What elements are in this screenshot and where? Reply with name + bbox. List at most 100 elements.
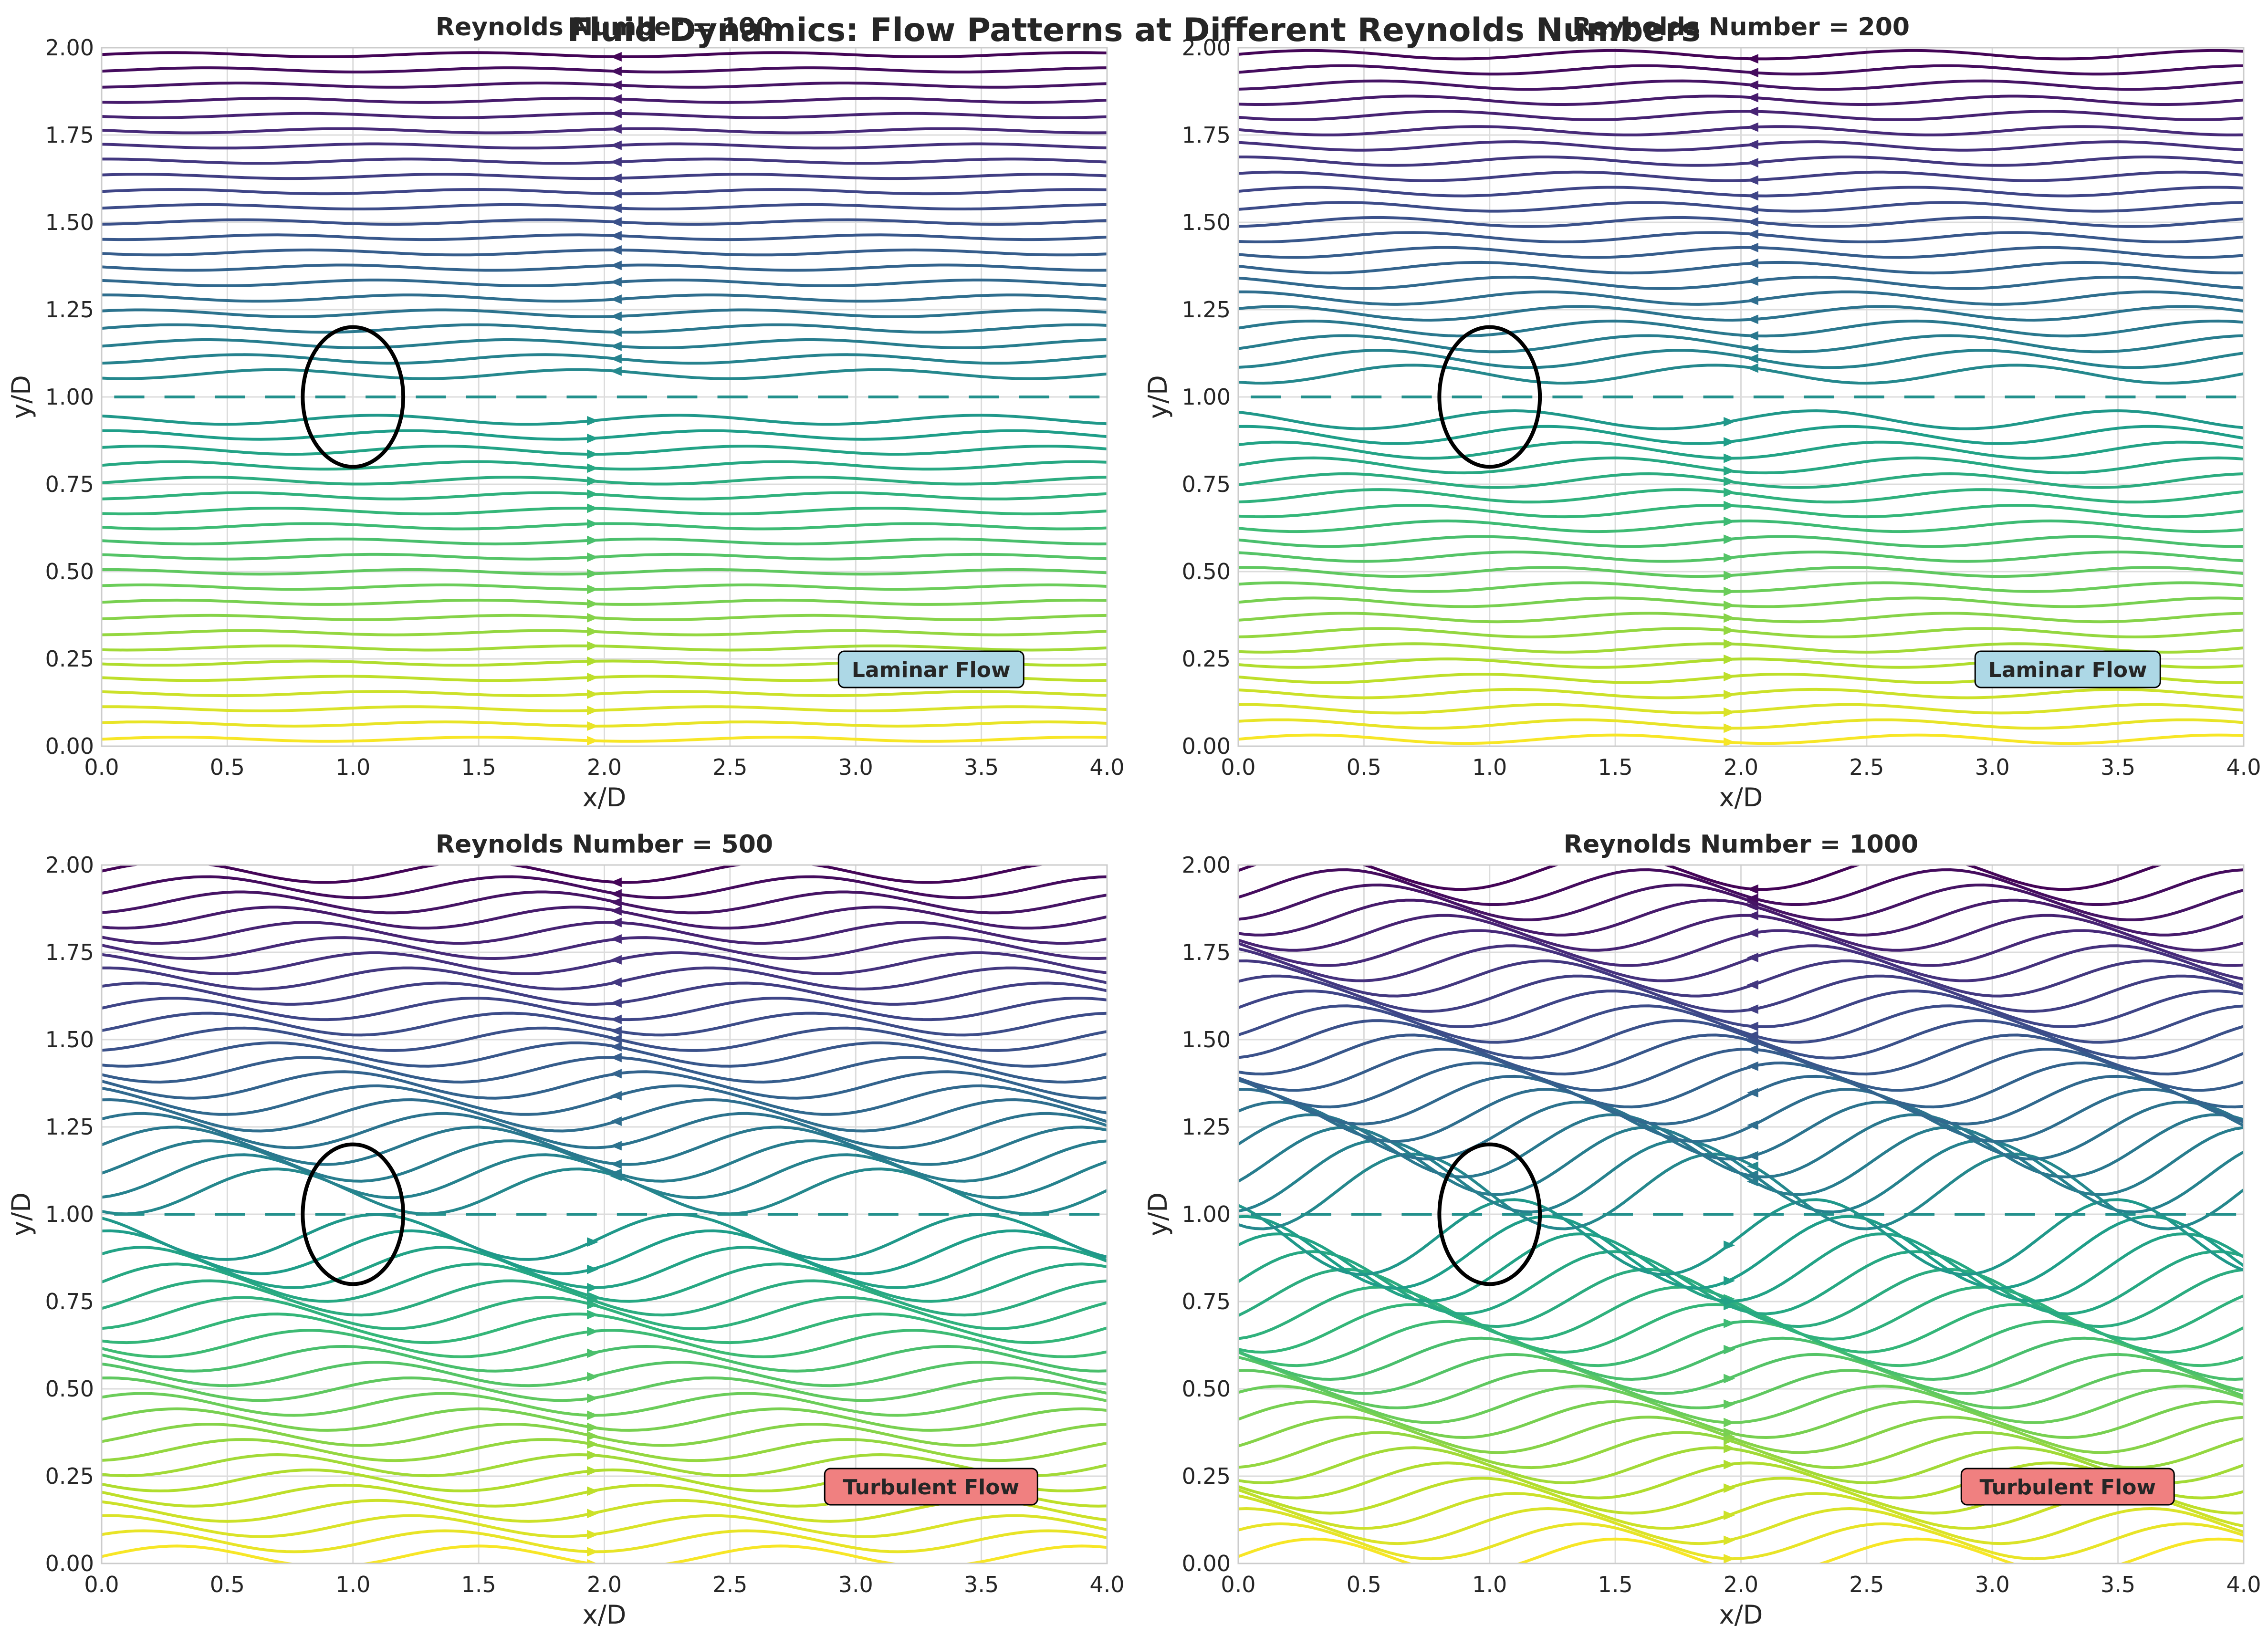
streamline <box>102 1344 1107 1373</box>
streamline-arrow <box>1746 1044 1758 1054</box>
streamline <box>1238 1088 2244 1143</box>
streamline-arrow <box>587 689 599 699</box>
streamline <box>1238 1353 2244 1395</box>
x-tick-label: 2.0 <box>1724 1572 1758 1597</box>
x-axis-label: x/D <box>583 1600 627 1630</box>
streamline-arrow <box>610 354 622 364</box>
streamline <box>1238 1232 2244 1303</box>
streamline-arrow <box>587 1326 599 1336</box>
streamline-arrow <box>1746 258 1758 268</box>
streamline <box>102 936 1107 960</box>
streamline-arrow <box>1724 466 1735 476</box>
streamline-arrow <box>587 584 599 594</box>
streamline <box>102 705 1107 713</box>
x-tick-label: 1.5 <box>1598 754 1633 780</box>
streamline <box>1238 488 2244 504</box>
axes-frame <box>1237 47 2245 747</box>
streamline-arrow <box>1746 363 1758 373</box>
streamline-arrow <box>587 463 599 473</box>
streamline <box>102 263 1107 272</box>
y-tick-label: 2.00 <box>45 852 94 878</box>
streamline-arrow <box>1746 1120 1758 1130</box>
streamline <box>1238 409 2244 430</box>
streamline-arrow <box>587 641 599 651</box>
streamline-arrow <box>1724 613 1735 623</box>
streamline-arrow <box>587 721 599 731</box>
streamline-arrow <box>1724 1483 1735 1493</box>
streamline <box>1238 186 2244 198</box>
streamline-arrow <box>1724 1428 1735 1438</box>
streamline-arrow <box>610 1159 622 1169</box>
panel-re-1000: 0.0 0.5 1.0 1.5 2.0 2.5 3.0 3.5 4.0 0.00 0.25 0.50 0… <box>1143 830 2261 1630</box>
streamline-arrow <box>1724 488 1735 498</box>
streamline <box>1238 688 2244 699</box>
streamline-arrow <box>610 203 622 213</box>
streamline <box>1238 1336 2244 1381</box>
panel-re-200: 0.0 0.5 1.0 1.5 2.0 2.5 3.0 3.5 4.0 0.00 0.25 0.50 0… <box>1143 13 2261 813</box>
streamline-arrow <box>1746 205 1758 215</box>
x-tick-label: 0.0 <box>1221 754 1255 780</box>
y-tick-label: 0.25 <box>1182 646 1231 672</box>
streamline-arrow <box>610 140 622 150</box>
streamline <box>1238 1019 2244 1060</box>
streamline <box>102 981 1107 1006</box>
streamline-arrow <box>1724 453 1735 463</box>
streamline-arrow <box>610 230 622 240</box>
streamline <box>102 1246 1107 1289</box>
streamline <box>102 1262 1107 1303</box>
streamline <box>1238 1446 2244 1484</box>
panels: 0.0 0.5 1.0 1.5 2.0 2.5 3.0 3.5 4.0 0.00 0.25 0.50 0… <box>6 13 2261 1630</box>
streamline-arrow <box>587 503 599 513</box>
streamline <box>102 1329 1107 1358</box>
streamline <box>1238 1100 2244 1161</box>
streamline-arrow <box>610 1042 622 1052</box>
streamline-arrow <box>1746 952 1758 962</box>
x-tick-label: 3.0 <box>1975 1572 2010 1597</box>
streamline <box>1238 990 2244 1029</box>
cylinder <box>301 1142 406 1286</box>
x-tick-label: 0.0 <box>84 754 119 780</box>
streamline <box>1238 319 2244 338</box>
y-tick-label: 0.00 <box>1182 1551 1231 1576</box>
streamline <box>1238 1400 2244 1439</box>
streamline-arrow <box>610 1052 622 1063</box>
streamline <box>102 865 1048 884</box>
streamline <box>1238 125 2244 136</box>
y-tick-label: 2.00 <box>1182 852 1231 878</box>
streamline-arrow <box>610 934 622 944</box>
streamline-arrow <box>1724 1510 1735 1520</box>
streamline-arrow <box>1746 1171 1758 1181</box>
x-tick-label: 0.5 <box>1347 754 1381 780</box>
streamline-arrow <box>1746 1031 1758 1041</box>
streamline <box>102 1098 1107 1133</box>
x-tick-label: 1.0 <box>335 754 370 780</box>
y-tick-label: 0.00 <box>45 1551 94 1576</box>
streamline-arrow <box>587 449 599 459</box>
streamline <box>102 598 1107 606</box>
streamline <box>1238 94 2244 106</box>
streamline <box>1238 156 2244 167</box>
y-tick-label: 0.75 <box>1182 471 1231 497</box>
streamline <box>102 218 1107 226</box>
y-tick-label: 2.00 <box>1182 35 1231 61</box>
streamline-arrow <box>1746 295 1758 305</box>
streamline <box>1238 1113 2244 1178</box>
streamline-arrow <box>1746 1088 1758 1098</box>
streamline <box>102 1084 1107 1116</box>
streamline-arrow <box>1724 516 1735 526</box>
streamline-arrow <box>587 672 599 682</box>
streamline-arrow <box>610 277 622 287</box>
streamline-arrow <box>610 955 622 965</box>
streamline <box>1238 1250 2244 1315</box>
streamline-arrow <box>587 1559 598 1563</box>
streamline <box>102 188 1107 196</box>
streamline-arrow <box>1724 1374 1735 1384</box>
streamline <box>102 1056 1107 1084</box>
streamline <box>102 1213 1107 1261</box>
x-tick-label: 0.0 <box>1221 1572 1255 1597</box>
panel-title: Reynolds Number = 500 <box>436 830 773 859</box>
streamline <box>1238 535 2244 548</box>
y-tick-label: 1.25 <box>1182 297 1231 323</box>
streamline-arrow <box>1724 689 1735 699</box>
streamline <box>1238 305 2244 322</box>
